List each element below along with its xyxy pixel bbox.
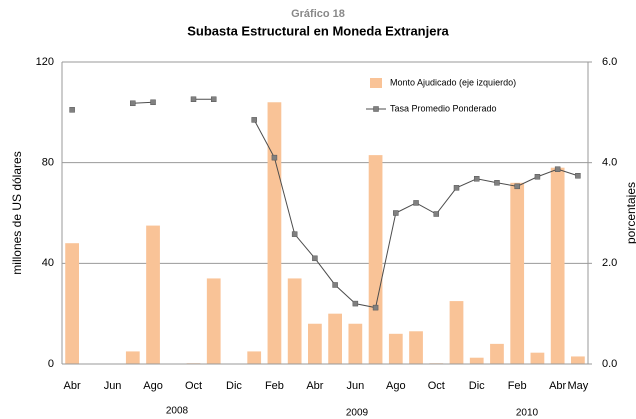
- legend-swatch: [370, 78, 382, 88]
- marker: [575, 173, 581, 179]
- marker: [413, 200, 419, 206]
- y-tick-label: 120: [36, 56, 54, 68]
- marker: [393, 210, 399, 216]
- legend-marker: [373, 106, 379, 112]
- marker: [291, 231, 298, 237]
- x-tick-label: Dic: [226, 380, 242, 392]
- bar: [308, 323, 322, 364]
- y-tick-label: 80: [42, 157, 54, 169]
- y2-tick-label: 0.0: [602, 358, 617, 370]
- x-tick-label: Oct: [185, 380, 202, 392]
- marker: [352, 300, 359, 307]
- x-tick-label: Dic: [469, 380, 485, 392]
- bar: [530, 352, 545, 364]
- marker: [372, 304, 379, 311]
- y2-tick-label: 4.0: [602, 157, 617, 169]
- marker: [433, 211, 440, 217]
- x-tick-label: Abr: [549, 380, 566, 392]
- bar: [469, 357, 484, 364]
- bar: [328, 313, 342, 364]
- bar: [206, 278, 221, 364]
- bar: [125, 351, 140, 364]
- x-tick-label: Jun: [104, 380, 122, 392]
- x-tick-label: Feb: [508, 380, 527, 392]
- bar: [247, 351, 262, 364]
- bar: [571, 356, 585, 364]
- x-tick-label: Abr: [306, 380, 323, 392]
- marker: [554, 166, 561, 172]
- bar: [510, 182, 525, 364]
- chart-subtitle: Subasta Estructural en Moneda Extranjera: [187, 23, 449, 38]
- x-tick-label: May: [567, 380, 588, 392]
- marker: [534, 174, 541, 180]
- bar: [550, 167, 565, 364]
- y2-tick-label: 6.0: [602, 56, 617, 68]
- bar: [490, 343, 504, 364]
- bar: [348, 323, 363, 364]
- x-tick-label: Jun: [346, 380, 364, 392]
- x-tick-label: Abr: [64, 380, 81, 392]
- marker: [332, 282, 338, 288]
- marker: [69, 107, 75, 113]
- marker: [190, 96, 197, 102]
- year-label: 2010: [516, 408, 539, 419]
- y-tick-label: 0: [48, 358, 54, 370]
- marker: [453, 185, 460, 191]
- bar: [287, 278, 302, 364]
- marker: [210, 96, 217, 102]
- legend-label: Tasa Promedio Ponderado: [390, 103, 497, 113]
- bar: [388, 333, 403, 364]
- x-tick-label: Feb: [265, 380, 284, 392]
- marker: [130, 100, 136, 107]
- chart-title: Gráfico 18: [291, 8, 345, 20]
- y2-axis-label: porcentajes: [624, 182, 636, 244]
- x-tick-label: Ago: [143, 380, 163, 392]
- marker: [473, 176, 480, 182]
- y-tick-label: 40: [42, 257, 54, 269]
- bar: [267, 102, 282, 365]
- year-label: 2008: [166, 406, 189, 417]
- y-axis-label: millones de US dólares: [10, 151, 24, 274]
- x-tick-label: Ago: [386, 380, 406, 392]
- marker: [271, 154, 278, 161]
- marker: [150, 99, 156, 106]
- marker: [494, 180, 500, 186]
- year-label: 2009: [346, 408, 369, 419]
- bar: [146, 225, 160, 364]
- x-tick-label: Oct: [428, 380, 445, 392]
- marker: [514, 183, 520, 190]
- bar: [449, 301, 464, 364]
- bar: [65, 243, 79, 364]
- legend-label: Monto Ajudicado (eje izquierdo): [390, 77, 516, 87]
- marker: [251, 117, 257, 123]
- bar: [368, 155, 383, 364]
- bar: [409, 331, 423, 364]
- marker: [312, 255, 318, 262]
- y2-tick-label: 2.0: [602, 257, 617, 269]
